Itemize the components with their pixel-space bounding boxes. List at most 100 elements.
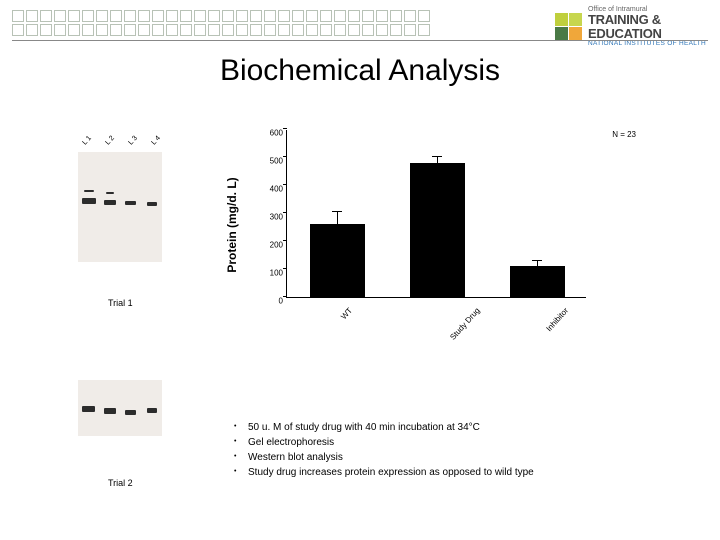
header-box [404, 24, 416, 36]
gel-trial-1: L 1L 2L 3L 4 [78, 136, 170, 262]
gel-trial-2 [78, 380, 170, 436]
error-bar [437, 157, 438, 163]
bullet-item: Gel electrophoresis [230, 435, 660, 450]
header-box [26, 24, 38, 36]
header-box [138, 24, 150, 36]
gel-band [82, 198, 96, 204]
header-box [54, 10, 66, 22]
header-box [250, 24, 262, 36]
header-box [26, 10, 38, 22]
y-tick-mark [283, 268, 287, 269]
gel-image-2 [78, 380, 162, 436]
header-box [362, 10, 374, 22]
header-box [306, 10, 318, 22]
header: Office of Intramural TRAINING & EDUCATIO… [0, 6, 720, 44]
x-tick-label: Inhibitor [544, 306, 570, 333]
header-box [166, 10, 178, 22]
header-box [236, 24, 248, 36]
x-tick-label: WT [339, 306, 354, 321]
x-tick-label: Study Drug [448, 306, 481, 342]
header-box [54, 24, 66, 36]
header-box [208, 24, 220, 36]
logo-main-line1: TRAINING & [588, 13, 706, 27]
y-tick-label: 400 [261, 185, 283, 194]
bar [410, 163, 465, 297]
lane-label: L 3 [127, 135, 144, 151]
header-box [264, 24, 276, 36]
y-tick-label: 200 [261, 241, 283, 250]
logo-square [569, 27, 582, 40]
y-tick-mark [283, 212, 287, 213]
header-box [320, 24, 332, 36]
header-box [194, 10, 206, 22]
header-box [138, 10, 150, 22]
logo-square [555, 13, 568, 26]
page-title: Biochemical Analysis [0, 54, 720, 88]
header-box [166, 24, 178, 36]
gel-band [104, 408, 116, 414]
y-tick-mark [283, 184, 287, 185]
logo-square [555, 27, 568, 40]
header-box [180, 10, 192, 22]
header-box [68, 10, 80, 22]
lane-label: L 2 [104, 135, 121, 151]
header-box [222, 10, 234, 22]
header-box [348, 24, 360, 36]
header-box [40, 10, 52, 22]
y-tick-mark [283, 296, 287, 297]
header-box [278, 24, 290, 36]
header-box [390, 24, 402, 36]
header-box [334, 10, 346, 22]
lane-label: L 1 [81, 135, 98, 151]
header-box [40, 24, 52, 36]
header-box [278, 10, 290, 22]
y-tick-mark [283, 128, 287, 129]
header-box [390, 10, 402, 22]
header-box [292, 24, 304, 36]
header-box [124, 24, 136, 36]
gel-band [147, 408, 157, 413]
y-tick-label: 300 [261, 213, 283, 222]
header-box [96, 24, 108, 36]
bar [310, 224, 365, 297]
header-box [376, 24, 388, 36]
header-box [236, 10, 248, 22]
y-tick-mark [283, 156, 287, 157]
protein-bar-chart: Protein (mg/d. L) 0100200300400500600WTS… [256, 120, 616, 330]
header-rule [12, 40, 708, 41]
bullet-item: Study drug increases protein expression … [230, 465, 660, 480]
logo-squares-icon [555, 13, 582, 40]
bar [510, 266, 565, 297]
error-bar [537, 261, 538, 266]
logo-text: Office of Intramural TRAINING & EDUCATIO… [588, 6, 706, 47]
logo-main-line2: EDUCATION [588, 27, 706, 41]
header-box-row-1 [12, 10, 430, 22]
header-box [152, 24, 164, 36]
header-box [194, 24, 206, 36]
header-box [362, 24, 374, 36]
header-box [68, 24, 80, 36]
header-box [306, 24, 318, 36]
lane-labels-1: L 1L 2L 3L 4 [78, 136, 170, 150]
gel-band [106, 192, 114, 194]
y-tick-mark [283, 240, 287, 241]
n-text: N = 23 [612, 130, 636, 139]
header-box [82, 10, 94, 22]
header-box [12, 10, 24, 22]
y-tick-label: 0 [261, 297, 283, 306]
header-box [320, 10, 332, 22]
header-box [264, 10, 276, 22]
y-tick-label: 600 [261, 129, 283, 138]
header-box [110, 10, 122, 22]
y-axis-label: Protein (mg/d. L) [225, 177, 239, 272]
logo: Office of Intramural TRAINING & EDUCATIO… [555, 6, 706, 47]
error-cap [432, 156, 442, 157]
header-box [404, 10, 416, 22]
gel-band [104, 200, 116, 205]
y-tick-label: 100 [261, 269, 283, 278]
header-box [250, 10, 262, 22]
bullet-item: Western blot analysis [230, 450, 660, 465]
gel-band [147, 202, 157, 206]
header-box [124, 10, 136, 22]
header-box [12, 24, 24, 36]
